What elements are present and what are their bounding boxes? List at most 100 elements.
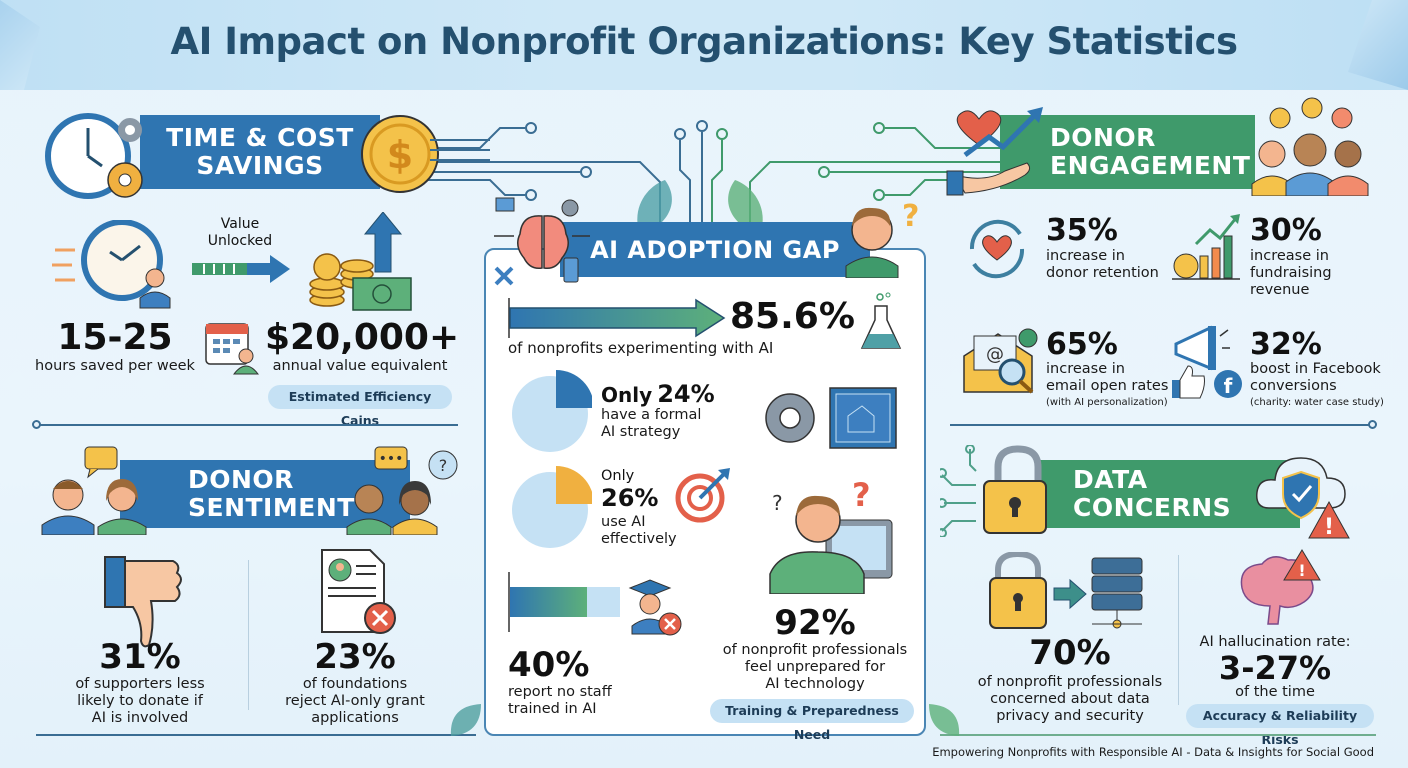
label-line: donor retention [1046,265,1159,281]
strategy-prefix: Only [601,383,653,407]
training-need-pill: Training & Preparedness Need [710,699,914,742]
brain-warning-icon: ! [1240,549,1321,625]
coin-dollar-icon: $ [361,115,439,193]
supporters-less-likely-label: of supporters less likely to donate if A… [60,676,220,727]
document-reject-icon [321,549,396,634]
label-line: of nonprofit professionals [977,674,1163,690]
data-privacy-label: of nonprofit professionals concerned abo… [960,674,1180,725]
graduate-x-icon [628,579,682,636]
effective-value: 26% [601,484,659,512]
cloud-shield-warning-icon: ! [1256,457,1350,540]
label-line: conversions [1250,378,1337,394]
heart-hand-growth-icon [946,107,1043,196]
fundraising-revenue-label: increase in fundraising revenue [1250,248,1380,299]
banner-ai-adoption-gap: AI ADOPTION GAP [560,222,870,277]
label-line: concerned about data [990,691,1150,707]
heart-cycle-icon [969,219,1025,279]
svg-text:?: ? [852,476,871,514]
label-line: Unlocked [207,233,273,249]
hallucination-prefix: AI hallucination rate: [1199,634,1351,650]
label-line: have a formal [601,407,702,423]
page-title: AI Impact on Nonprofit Organizations: Ke… [170,20,1238,63]
people-chat-icon [41,446,147,535]
email-open-rates-value: 65% [1046,327,1118,362]
value-unlocked-label: Value Unlocked [195,216,285,250]
label-line: use AI [601,514,646,530]
target-arrow-icon [675,468,730,523]
label-line: privacy and security [996,708,1144,724]
banner-donor-engagement: DONOR ENGAGEMENT [1000,115,1255,189]
leaf-decoration-icon [929,704,960,736]
label-line: revenue [1250,282,1310,298]
unprepared-value: 92% [774,603,856,643]
strategy-label: have a formal AI strategy [601,407,741,441]
accuracy-risks-pill: Accuracy & Reliability Risks [1186,704,1374,747]
banner-line: DONOR [188,465,294,494]
label-line: effectively [601,531,677,547]
foundations-reject-value: 23% [314,637,396,677]
banner-line: SENTIMENT [188,493,355,522]
section-divider [950,424,1370,426]
hallucination-value: 3-27% [1218,649,1332,687]
label-line: feel unprepared for [744,659,886,675]
banner-line: CONCERNS [1073,493,1232,522]
donor-retention-label: increase in donor retention [1046,248,1176,282]
hallucination-label: of the time [1235,684,1315,700]
facebook-conversions-value: 32% [1250,327,1322,362]
footer-tagline: Empowering Nonprofits with Responsible A… [932,745,1374,759]
label-line: email open rates [1046,378,1169,394]
banner-line: ENGAGEMENT [1050,151,1251,180]
untrained-bar-icon [508,572,620,632]
padlock-icon [940,445,1047,537]
lock-server-icon [989,552,1143,629]
clock-gears-icon [45,113,143,199]
growth-chart-icon [1172,214,1240,280]
facebook-conversions-label: boost in Facebook conversions [1250,361,1400,395]
label-line: of nonprofit professionals [722,642,908,658]
label-line: increase in [1046,248,1125,264]
banner-time-cost-savings: TIME & COST SAVINGS [140,115,380,189]
progress-arrow-icon [192,255,290,283]
section-divider [38,424,458,426]
foundations-reject-label: of foundations reject AI-only grant appl… [265,676,445,727]
label-line: likely to donate if [77,693,203,709]
label-line: trained in AI [508,701,597,717]
label-line: AI is involved [91,710,189,726]
thumbs-down-icon [104,556,182,648]
experimenting-value: 85.6% [730,296,855,337]
donor-retention-value: 35% [1046,213,1118,248]
fundraising-revenue-value: 30% [1250,213,1322,248]
label-line: of foundations [302,676,408,692]
strategy-value: 24% [657,380,715,408]
svg-text:?: ? [902,199,919,234]
svg-text:@: @ [986,344,1004,365]
experimenting-label: of nonprofits experimenting with AI [508,339,774,357]
gear-blueprint-icon [765,387,897,449]
email-search-icon: @ [963,328,1038,394]
label-line: boost in Facebook [1250,361,1381,377]
label-line: applications [311,710,399,726]
hours-saved-label: hours saved per week [35,358,195,374]
email-open-rates-note: (with AI personalization) [1046,397,1168,408]
banner-data-concerns: DATA CONCERNS [1035,460,1300,528]
data-privacy-value: 70% [1029,633,1111,673]
clock-person-icon [52,220,171,309]
banner-line: DATA [1073,465,1148,494]
hours-saved-value: 15-25 [57,317,173,358]
divider-node [32,420,41,429]
annual-value-amount: $20,000+ [265,317,460,358]
svg-text:?: ? [772,491,783,515]
column-divider [1178,555,1179,705]
circuit-lines-icon [430,139,490,161]
brain-circuit-icon [494,197,590,286]
svg-text:?: ? [439,456,448,475]
banner-line: DONOR [1050,123,1156,152]
efficiency-gains-pill: Estimated Efficiency Cains [268,385,452,428]
coins-cash-arrow-icon [309,212,412,311]
pie-24-percent-icon [512,370,592,452]
label-line: fundraising [1250,265,1332,281]
effective-label: use AI effectively [601,514,711,548]
flask-icon [860,292,902,349]
column-divider [248,560,249,710]
unprepared-label: of nonprofit professionals feel unprepar… [710,642,920,693]
